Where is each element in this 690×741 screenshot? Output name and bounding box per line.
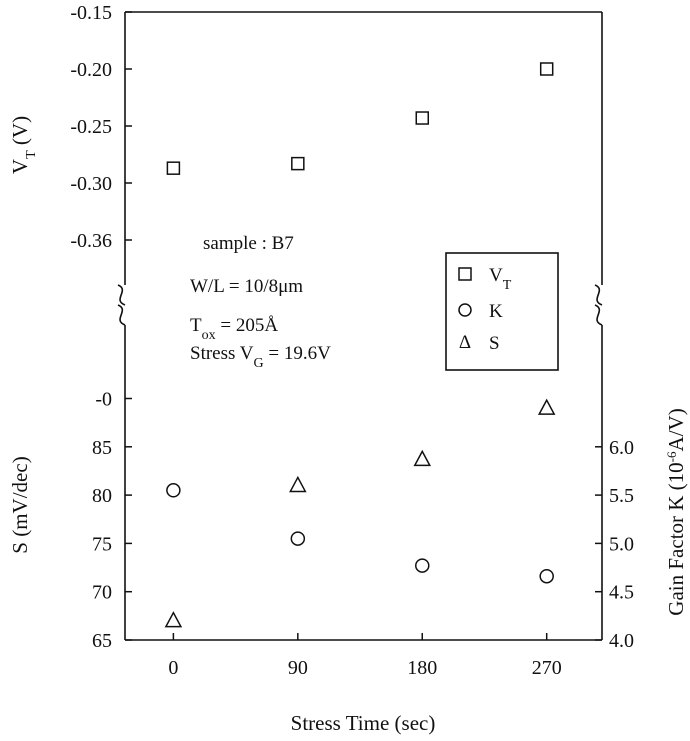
s-axis-title: S (mV/dec): [8, 456, 32, 553]
annotation-tox: Tox = 205Å: [190, 315, 278, 343]
vt-tick-label: -0.30: [70, 173, 112, 195]
s-tick-label: 65: [92, 630, 112, 652]
k-axis-title: Gain Factor K (10-6A/V): [664, 408, 689, 615]
s-point: [413, 449, 432, 467]
x-tick-label: 270: [532, 657, 562, 679]
legend-label-vt: VT: [489, 265, 512, 293]
s-tick-label: 80: [92, 485, 112, 507]
annotation-sample: sample : B7: [203, 233, 294, 254]
left-axis-break: [117, 284, 126, 326]
vt-point: [166, 161, 181, 175]
s-point: [289, 475, 307, 493]
x-tick-label: 0: [168, 657, 178, 679]
k-point: [166, 483, 181, 498]
x-axis-title: Stress Time (sec): [291, 711, 436, 735]
k-point: [290, 531, 306, 546]
annotation-wl: W/L = 10/8μm: [190, 276, 303, 297]
legend-box: [445, 252, 559, 371]
s-point: [537, 398, 556, 415]
vt-point: [291, 156, 305, 171]
x-tick-label: 90: [288, 657, 308, 679]
legend-square-icon: [458, 267, 472, 281]
k-tick-label: 4.0: [609, 630, 634, 652]
x-tick-label: 180: [407, 657, 437, 679]
k-tick-label: 5.5: [609, 485, 634, 507]
legend-triangle-icon: Δ: [459, 332, 471, 353]
marks-layer: [164, 62, 556, 628]
vt-tick-label: -0.15: [70, 2, 112, 24]
vt-tick-label: -0.25: [70, 116, 112, 138]
s-tick-label: 75: [92, 533, 112, 555]
s-tick-label: -0: [95, 389, 112, 411]
k-tick-label: 5.0: [609, 533, 634, 555]
vt-point: [539, 62, 554, 76]
vt-point: [415, 111, 430, 125]
ticks-layer: 0 90 180 270 -0.15 -0.20 -0.25 -0.30 -0.36 -0 85 80…: [70, 2, 634, 679]
s-tick-label: 85: [92, 437, 112, 459]
annotation-stress: Stress VG = 19.6V: [190, 343, 331, 371]
legend-circle-icon: [458, 303, 472, 317]
vt-tick-label: -0.20: [70, 59, 112, 81]
k-point: [415, 558, 430, 573]
vt-tick-label: -0.36: [70, 230, 112, 252]
k-tick-label: 6.0: [609, 437, 634, 459]
s-tick-label: 70: [92, 582, 112, 604]
k-point: [539, 568, 554, 584]
right-axis-break: [594, 284, 603, 326]
legend-label-s: S: [489, 333, 500, 354]
legend: VT K Δ S: [445, 252, 559, 371]
s-point: [164, 611, 183, 628]
legend-label-k: K: [489, 301, 503, 322]
vt-axis-title: VT (V): [8, 116, 39, 174]
k-tick-label: 4.5: [609, 582, 634, 604]
